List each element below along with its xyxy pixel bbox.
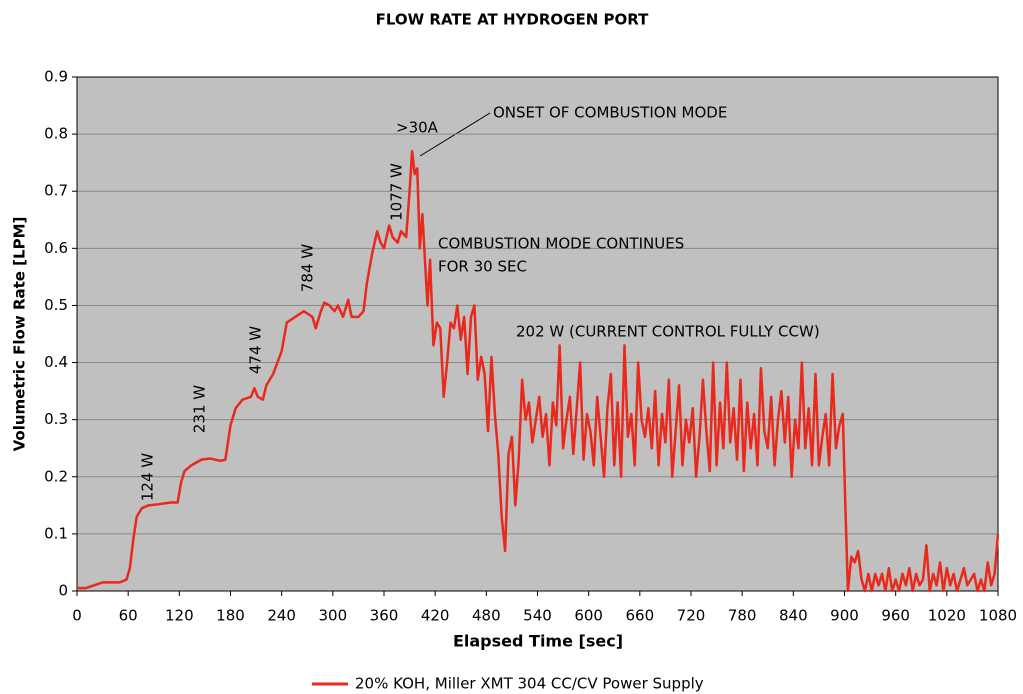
annotation: 202 W (CURRENT CONTROL FULLY CCW) bbox=[516, 323, 820, 341]
x-tick-label: 1080 bbox=[979, 607, 1017, 625]
y-tick-label: 0.8 bbox=[44, 125, 68, 143]
x-tick-label: 840 bbox=[779, 607, 808, 625]
y-tick-label: 0.2 bbox=[44, 467, 68, 485]
data-line bbox=[77, 149, 1000, 593]
x-tick-label: 360 bbox=[370, 607, 399, 625]
annotation: ONSET OF COMBUSTION MODE bbox=[493, 104, 727, 122]
x-tick-label: 540 bbox=[523, 607, 552, 625]
y-axis-label: Volumetric Flow Rate [LPM] bbox=[11, 217, 29, 452]
x-tick-label: 960 bbox=[881, 607, 910, 625]
annotation: 1077 W bbox=[388, 163, 406, 221]
x-tick-label: 900 bbox=[830, 607, 859, 625]
annotation: 474 W bbox=[247, 326, 265, 374]
y-tick-label: 0.5 bbox=[44, 296, 68, 314]
x-tick-label: 720 bbox=[677, 607, 706, 625]
y-tick-label: 0.6 bbox=[44, 239, 68, 257]
x-tick-label: 1020 bbox=[928, 607, 966, 625]
legend-label: 20% KOH, Miller XMT 304 CC/CV Power Supp… bbox=[355, 675, 704, 693]
y-tick-label: 0.3 bbox=[44, 410, 68, 428]
x-axis-label: Elapsed Time [sec] bbox=[453, 632, 623, 651]
x-tick-label: 600 bbox=[574, 607, 603, 625]
annotation: 231 W bbox=[191, 385, 209, 433]
x-tick-label: 180 bbox=[216, 607, 245, 625]
x-tick-label: 480 bbox=[472, 607, 501, 625]
x-tick-label: 120 bbox=[165, 607, 194, 625]
x-tick-label: 240 bbox=[267, 607, 296, 625]
y-tick-label: 0.9 bbox=[44, 68, 68, 86]
annotation: FOR 30 SEC bbox=[438, 258, 527, 276]
x-tick-label: 300 bbox=[319, 607, 348, 625]
x-tick-label: 780 bbox=[728, 607, 757, 625]
chart-title: FLOW RATE AT HYDROGEN PORT bbox=[376, 11, 650, 29]
annotation: 784 W bbox=[299, 244, 317, 292]
x-tick-label: 660 bbox=[626, 607, 655, 625]
plot-border bbox=[76, 76, 999, 592]
y-tick-label: 0.7 bbox=[44, 182, 68, 200]
y-tick-label: 0.1 bbox=[44, 524, 68, 542]
y-tick-label: 0.4 bbox=[44, 353, 68, 371]
x-tick-label: 60 bbox=[119, 607, 138, 625]
annotation: 124 W bbox=[139, 453, 157, 501]
annotation: >30A bbox=[396, 119, 439, 137]
annotation: COMBUSTION MODE CONTINUES bbox=[438, 235, 684, 253]
y-tick-label: 0 bbox=[58, 582, 68, 600]
x-tick-label: 0 bbox=[72, 607, 82, 625]
x-tick-label: 420 bbox=[421, 607, 450, 625]
